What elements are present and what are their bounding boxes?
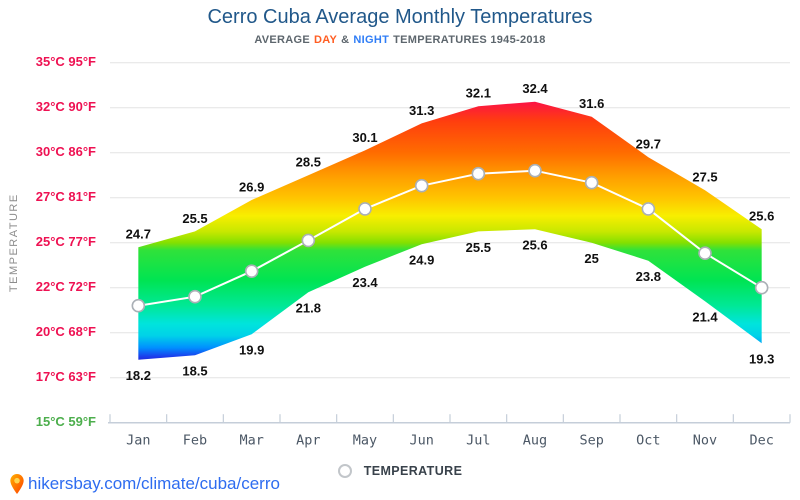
- y-axis-tick-label: 27°C 81°F: [36, 189, 96, 204]
- legend-label: TEMPERATURE: [363, 464, 463, 478]
- y-axis-tick-label: 25°C 77°F: [36, 234, 96, 249]
- temperature-point[interactable]: [471, 166, 486, 181]
- month-label: May: [353, 433, 377, 449]
- temperature-point[interactable]: [188, 289, 202, 304]
- y-axis-tick-label: 35°C 95°F: [36, 54, 96, 69]
- y-axis-tick-label: 20°C 68°F: [36, 324, 96, 339]
- day-value-label: 31.3: [409, 103, 434, 118]
- temperature-point[interactable]: [358, 202, 372, 216]
- day-value-label: 27.5: [692, 170, 717, 185]
- page-title: Cerro Cuba Average Monthly Temperatures: [207, 6, 593, 28]
- temperature-point[interactable]: [301, 233, 316, 248]
- day-value-label: 28.5: [296, 155, 321, 170]
- night-value-label: 23.4: [352, 275, 378, 290]
- month-label: Sep: [579, 433, 603, 449]
- y-axis-tick-label: 17°C 63°F: [36, 369, 96, 384]
- month-label: Mar: [239, 433, 263, 449]
- day-value-label: 24.7: [126, 227, 151, 242]
- subtitle-amp: &: [341, 34, 350, 46]
- y-axis-title: TEMPERATURE: [8, 193, 20, 292]
- y-axis-tick-label: 15°C 59°F: [36, 414, 96, 429]
- month-label: Jun: [409, 433, 433, 449]
- temperature-point[interactable]: [698, 246, 712, 260]
- temperature-line: [138, 169, 763, 307]
- night-value-label: 19.3: [749, 352, 774, 367]
- month-label: Oct: [636, 433, 660, 449]
- month-label: Jul: [466, 433, 490, 449]
- location-pin-icon: [10, 474, 24, 494]
- night-value-label: 24.9: [409, 253, 434, 268]
- night-value-label: 21.8: [296, 301, 321, 316]
- day-value-label: 26.9: [239, 179, 264, 194]
- night-value-label: 18.5: [182, 364, 207, 379]
- month-label: Jan: [126, 433, 150, 449]
- subtitle-suffix: TEMPERATURES 1945-2018: [393, 34, 546, 46]
- day-value-label: 32.1: [466, 86, 491, 101]
- site-link-row: hikersbay.com/climate/cuba/cerro: [10, 474, 280, 494]
- subtitle-day: DAY: [314, 34, 338, 46]
- subtitle-prefix: AVERAGE: [254, 34, 311, 46]
- temperature-point[interactable]: [131, 298, 146, 313]
- night-value-label: 18.2: [126, 368, 151, 383]
- month-label: Dec: [749, 433, 773, 449]
- temperature-chart: 35°C 95°F 32°C 90°F 30°C 86°F 27°C 81°F 25°C…: [8, 54, 791, 449]
- temperature-marker-icon: [337, 464, 352, 478]
- day-value-label: 32.4: [522, 81, 548, 96]
- day-value-label: 30.1: [352, 130, 377, 145]
- temperature-point[interactable]: [528, 163, 542, 178]
- subtitle-night: NIGHT: [353, 34, 390, 46]
- temperature-point[interactable]: [584, 175, 599, 190]
- y-axis-tick-label: 32°C 90°F: [36, 99, 96, 114]
- night-value-label: 21.4: [692, 310, 718, 325]
- night-value-label: 25: [584, 251, 598, 266]
- y-axis-tick-label: 30°C 86°F: [36, 144, 96, 159]
- day-value-label: 25.5: [182, 211, 207, 226]
- month-label: Aug: [523, 433, 547, 449]
- day-value-label: 29.7: [636, 137, 661, 152]
- day-value-label: 25.6: [749, 209, 774, 224]
- chart-legend: TEMPERATURE: [0, 464, 800, 478]
- month-label: Apr: [296, 433, 320, 449]
- temperature-point[interactable]: [641, 202, 656, 216]
- temperature-point[interactable]: [754, 280, 769, 295]
- site-link[interactable]: hikersbay.com/climate/cuba/cerro: [28, 474, 280, 493]
- month-label: Feb: [183, 433, 207, 449]
- night-value-label: 23.8: [636, 269, 661, 284]
- month-label: Nov: [693, 433, 717, 449]
- night-value-label: 19.9: [239, 343, 264, 358]
- night-value-label: 25.6: [522, 238, 547, 253]
- temperature-point[interactable]: [244, 264, 259, 279]
- y-axis-tick-label: 22°C 72°F: [36, 279, 96, 294]
- temperature-point[interactable]: [414, 178, 429, 193]
- temperature-band: [138, 101, 762, 360]
- chart-subtitle: AVERAGE DAY & NIGHT TEMPERATURES 1945-2018: [0, 34, 800, 46]
- day-value-label: 31.6: [579, 96, 604, 111]
- night-value-label: 25.5: [466, 240, 491, 255]
